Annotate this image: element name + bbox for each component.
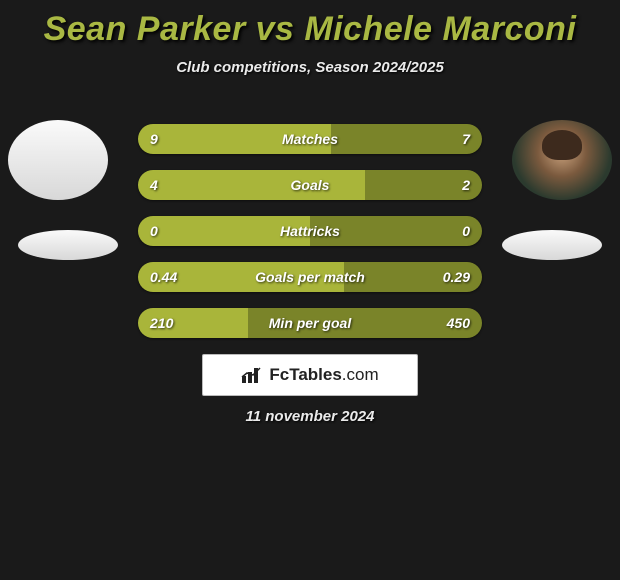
player-right-chip bbox=[502, 230, 602, 260]
player-left-avatar bbox=[8, 120, 108, 200]
brand-name: FcTables bbox=[269, 365, 341, 384]
stat-row: Matches9 7 bbox=[138, 124, 482, 154]
bars-icon bbox=[241, 366, 263, 384]
stat-value-left: 0.44 bbox=[150, 262, 177, 292]
stat-value-right: 2 bbox=[462, 170, 470, 200]
page-subtitle: Club competitions, Season 2024/2025 bbox=[0, 59, 620, 76]
player-left-chip bbox=[18, 230, 118, 260]
page-title: Sean Parker vs Michele Marconi bbox=[0, 0, 620, 49]
brand-badge: FcTables.com bbox=[202, 354, 418, 396]
stat-value-right: 0 bbox=[462, 216, 470, 246]
stat-row: Goals4 2 bbox=[138, 170, 482, 200]
stat-value-left: 210 bbox=[150, 308, 173, 338]
stat-row: Hattricks0 0 bbox=[138, 216, 482, 246]
stat-value-right: 7 bbox=[462, 124, 470, 154]
player-right-avatar bbox=[512, 120, 612, 200]
stat-value-left: 9 bbox=[150, 124, 158, 154]
stat-label: Hattricks bbox=[138, 216, 482, 246]
stat-label: Goals per match bbox=[138, 262, 482, 292]
comparison-chart: Matches9 7 Goals4 2 Hattricks0 0 Goals per mat… bbox=[138, 124, 482, 354]
stat-label: Matches bbox=[138, 124, 482, 154]
brand-text: FcTables.com bbox=[269, 365, 378, 385]
stat-row: Min per goal210 450 bbox=[138, 308, 482, 338]
stat-row: Goals per match0.44 0.29 bbox=[138, 262, 482, 292]
stat-value-right: 0.29 bbox=[443, 262, 470, 292]
footer-date: 11 november 2024 bbox=[0, 408, 620, 425]
brand-suffix: .com bbox=[342, 365, 379, 384]
stat-label: Min per goal bbox=[138, 308, 482, 338]
stat-label: Goals bbox=[138, 170, 482, 200]
stat-value-left: 0 bbox=[150, 216, 158, 246]
stat-value-left: 4 bbox=[150, 170, 158, 200]
stat-value-right: 450 bbox=[447, 308, 470, 338]
